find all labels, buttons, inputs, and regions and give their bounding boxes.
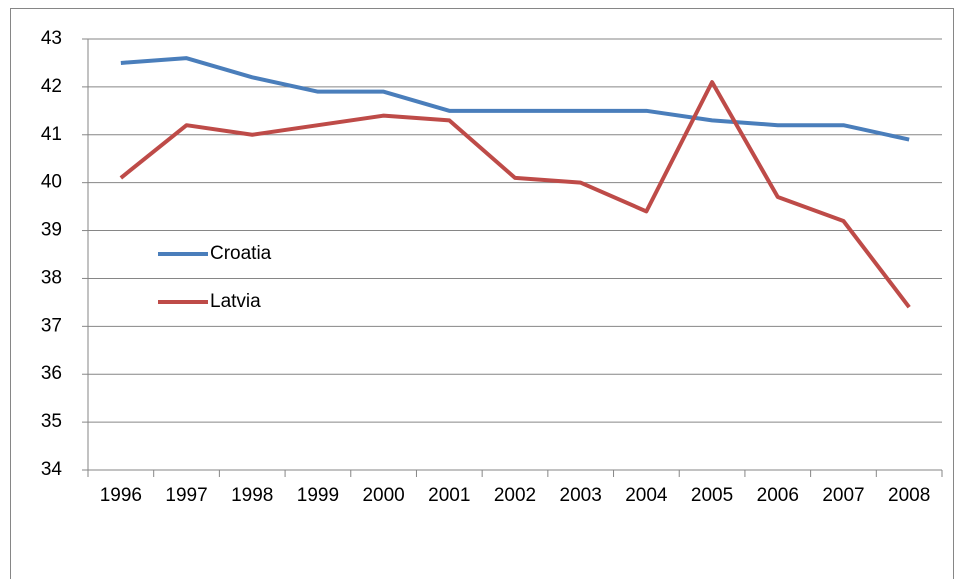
legend-label: Latvia	[210, 291, 261, 312]
y-tick-label: 42	[41, 76, 62, 97]
x-tick-label: 1998	[231, 485, 273, 506]
y-tick-label: 40	[41, 172, 62, 193]
x-tick-label: 2006	[757, 485, 799, 506]
x-tick-label: 2005	[691, 485, 733, 506]
x-tick-label: 2008	[888, 485, 930, 506]
series-line	[120, 56, 910, 142]
x-tick-label: 2001	[428, 485, 470, 506]
x-tick-label: 2004	[625, 485, 668, 506]
x-tick-label: 2007	[822, 485, 864, 506]
x-tick-label: 1999	[297, 485, 339, 506]
x-tick-label: 1996	[100, 485, 142, 506]
y-tick-label: 43	[41, 28, 62, 49]
x-tick-label: 1997	[165, 485, 207, 506]
y-tick-label: 37	[41, 315, 62, 336]
y-tick-label: 35	[41, 411, 62, 432]
legend-label: Croatia	[210, 243, 272, 264]
y-tick-label: 36	[41, 363, 62, 384]
y-tick-label: 34	[41, 459, 63, 480]
series-line	[119, 80, 911, 309]
y-tick-label: 41	[41, 124, 62, 145]
x-tick-label: 2002	[494, 485, 536, 506]
y-tick-label: 39	[41, 220, 62, 241]
y-tick-label: 38	[41, 267, 62, 288]
x-tick-label: 2000	[362, 485, 404, 506]
x-tick-label: 2003	[560, 485, 602, 506]
chart-frame	[10, 8, 954, 584]
